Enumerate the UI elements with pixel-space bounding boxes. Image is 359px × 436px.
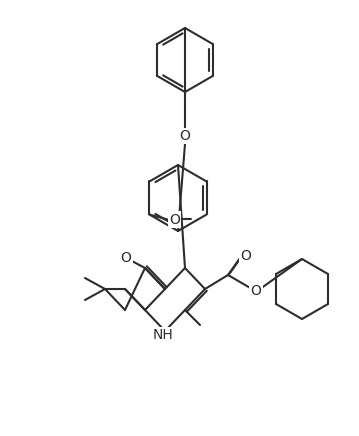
- Text: O: O: [169, 212, 180, 226]
- Text: O: O: [121, 251, 131, 265]
- Text: O: O: [241, 249, 251, 263]
- Text: O: O: [180, 129, 190, 143]
- Text: NH: NH: [153, 328, 173, 342]
- Text: O: O: [251, 284, 261, 298]
